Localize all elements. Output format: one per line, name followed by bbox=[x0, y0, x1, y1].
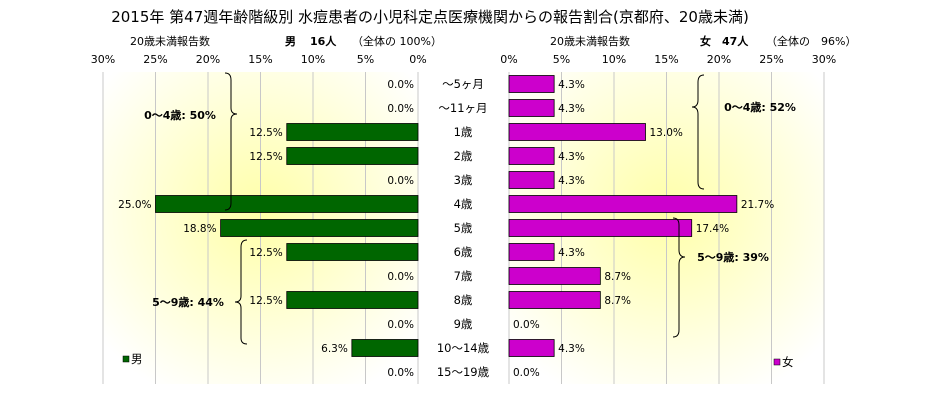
male-bar bbox=[286, 291, 419, 309]
female-bar bbox=[508, 243, 555, 261]
male-header-name: 男 bbox=[285, 35, 296, 48]
data-labels: 0.0% 4.3% 0.0% 4.3% 12.5% 13.0% 12.5% 4.3% 0.0% 4… bbox=[118, 79, 774, 379]
male-annotation-5-9: 5～9歳: 44% bbox=[152, 295, 224, 309]
male-header-count: 16人 bbox=[310, 34, 337, 48]
female-data-label: 4.3% bbox=[558, 175, 585, 187]
male-data-label: 0.0% bbox=[387, 367, 414, 379]
female-data-label: 4.3% bbox=[558, 103, 585, 115]
female-bar bbox=[508, 339, 555, 357]
tick-label-right: 15% bbox=[654, 53, 678, 66]
tick-label-left: 25% bbox=[143, 53, 167, 66]
male-data-label: 12.5% bbox=[249, 151, 282, 163]
male-data-label: 12.5% bbox=[249, 247, 282, 259]
female-bar bbox=[508, 267, 601, 285]
male-data-label: 12.5% bbox=[249, 127, 282, 139]
female-bar bbox=[508, 195, 738, 213]
male-header-share: （全体の 100%） bbox=[352, 34, 442, 48]
male-data-label: 12.5% bbox=[249, 295, 282, 307]
category-label: 8歳 bbox=[454, 293, 473, 307]
female-data-label: 13.0% bbox=[650, 127, 683, 139]
chart-title: 2015年 第47週年齢階級別 水痘患者の小児科定点医療機関からの報告割合(京都… bbox=[111, 8, 749, 26]
female-bar bbox=[508, 291, 601, 309]
female-data-label: 4.3% bbox=[558, 151, 585, 163]
category-labels: ～5ヶ月 ～11ヶ月 1歳 2歳 3歳 4歳 5歳 6歳 7歳 8歳 9歳 10～14歳 15～19歳 bbox=[437, 77, 490, 379]
male-bar bbox=[155, 195, 419, 213]
category-label: ～5ヶ月 bbox=[442, 77, 484, 91]
category-label: ～11ヶ月 bbox=[438, 101, 487, 115]
category-label: 4歳 bbox=[454, 197, 473, 211]
tick-label-right: 20% bbox=[707, 53, 731, 66]
female-legend-swatch bbox=[773, 358, 781, 366]
male-bar bbox=[220, 219, 419, 237]
female-bracket-0-4 bbox=[691, 74, 705, 190]
category-label: 2歳 bbox=[454, 149, 473, 163]
female-data-label: 0.0% bbox=[513, 367, 540, 379]
tick-label-left: 30% bbox=[91, 53, 115, 66]
category-label: 10～14歳 bbox=[437, 341, 490, 355]
female-header-name: 女 bbox=[700, 34, 711, 48]
tick-label-left: 10% bbox=[301, 53, 325, 66]
female-header-count: 47人 bbox=[722, 34, 749, 48]
male-data-label: 18.8% bbox=[183, 223, 216, 235]
female-data-label: 4.3% bbox=[558, 247, 585, 259]
female-legend-label: 女 bbox=[782, 355, 794, 369]
male-axis-label: 20歳未満報告数 bbox=[130, 35, 210, 48]
category-label: 5歳 bbox=[454, 221, 473, 235]
tick-label-left: 5% bbox=[357, 53, 374, 66]
tick-label-right: 25% bbox=[759, 53, 783, 66]
male-data-label: 0.0% bbox=[387, 319, 414, 331]
female-bracket-5-9 bbox=[672, 217, 686, 338]
male-bar bbox=[286, 123, 419, 141]
category-label: 7歳 bbox=[454, 269, 473, 283]
category-label: 6歳 bbox=[454, 245, 473, 259]
male-bar bbox=[286, 147, 419, 165]
male-bracket-5-9 bbox=[234, 239, 248, 345]
female-bar bbox=[508, 171, 555, 189]
female-axis-label: 20歳未満報告数 bbox=[550, 35, 630, 48]
tick-label-right: 30% bbox=[812, 53, 836, 66]
female-bar bbox=[508, 75, 555, 93]
male-data-label: 0.0% bbox=[387, 175, 414, 187]
female-data-label: 0.0% bbox=[513, 319, 540, 331]
category-label: 3歳 bbox=[454, 173, 473, 187]
tick-label-right: 0% bbox=[500, 53, 517, 66]
tick-label-left: 20% bbox=[196, 53, 220, 66]
male-data-label: 6.3% bbox=[321, 343, 348, 355]
female-bar bbox=[508, 219, 693, 237]
male-bar bbox=[351, 339, 419, 357]
female-bar bbox=[508, 147, 555, 165]
female-data-label: 4.3% bbox=[558, 79, 585, 91]
female-annotation-5-9: 5～9歳: 39% bbox=[697, 250, 769, 264]
category-label: 15～19歳 bbox=[437, 365, 490, 379]
male-legend-swatch bbox=[122, 355, 130, 363]
female-data-label: 8.7% bbox=[604, 295, 631, 307]
male-bar bbox=[286, 243, 419, 261]
male-annotation-0-4: 0～4歳: 50% bbox=[144, 108, 216, 122]
female-data-label: 17.4% bbox=[696, 223, 729, 235]
female-data-label: 8.7% bbox=[604, 271, 631, 283]
tick-label-left: 15% bbox=[248, 53, 272, 66]
female-data-label: 4.3% bbox=[558, 343, 585, 355]
female-annotation-0-4: 0～4歳: 52% bbox=[724, 100, 796, 114]
female-tick-labels: 0% 5% 10% 15% 20% 25% 30% bbox=[500, 53, 836, 66]
category-label: 1歳 bbox=[454, 125, 473, 139]
tick-label-left: 0% bbox=[409, 53, 426, 66]
male-data-label: 0.0% bbox=[387, 79, 414, 91]
tick-label-right: 5% bbox=[553, 53, 570, 66]
male-tick-labels: 30% 25% 20% 15% 10% 5% 0% bbox=[91, 53, 427, 66]
male-data-label: 0.0% bbox=[387, 103, 414, 115]
male-data-label: 25.0% bbox=[118, 199, 151, 211]
female-bar bbox=[508, 99, 555, 117]
female-bar bbox=[508, 123, 646, 141]
male-legend-label: 男 bbox=[131, 352, 143, 366]
female-data-label: 21.7% bbox=[741, 199, 774, 211]
female-header-share: （全体の 96%） bbox=[766, 34, 856, 48]
male-data-label: 0.0% bbox=[387, 271, 414, 283]
tick-label-right: 10% bbox=[602, 53, 626, 66]
category-label: 9歳 bbox=[454, 317, 473, 331]
bars bbox=[155, 75, 738, 357]
male-bracket-0-4 bbox=[224, 72, 238, 211]
